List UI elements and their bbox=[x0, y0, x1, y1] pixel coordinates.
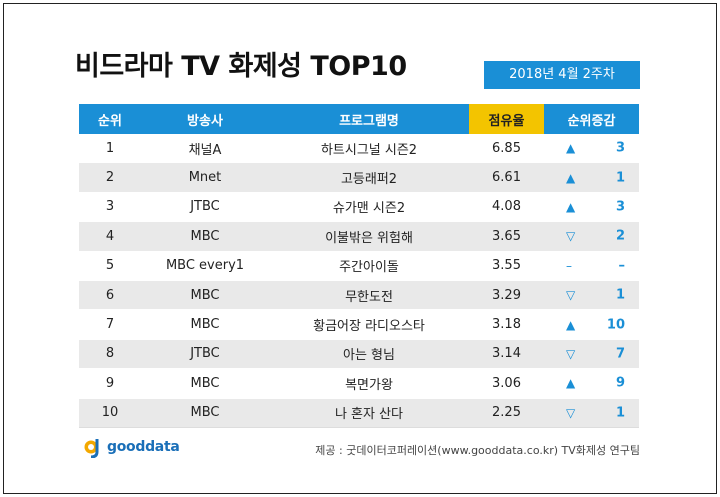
rank-cell: 6 bbox=[79, 280, 141, 311]
channel-cell: JTBC bbox=[141, 192, 269, 223]
channel-cell: MBC bbox=[141, 280, 269, 311]
table-row: 7 MBC 황금어장 라디오스타 3.18 ▲ 10 bbox=[79, 309, 639, 340]
dash-icon: – bbox=[566, 258, 572, 273]
header-program: 프로그램명 bbox=[269, 104, 469, 134]
channel-cell: JTBC bbox=[141, 339, 269, 370]
program-cell: 이불밖은 위험해 bbox=[269, 221, 469, 252]
table-row: 1 채널A 하트시그널 시즌2 6.85 ▲ 3 bbox=[79, 134, 639, 164]
up-triangle-icon: ▲ bbox=[566, 170, 576, 185]
change-value: 9 bbox=[615, 375, 625, 391]
header-rank: 순위 bbox=[79, 104, 141, 134]
program-cell: 하트시그널 시즌2 bbox=[269, 134, 469, 164]
channel-cell: 채널A bbox=[141, 134, 269, 164]
down-triangle-icon: ▽ bbox=[566, 346, 576, 361]
change-value: – bbox=[618, 258, 626, 274]
header-share: 점유율 bbox=[469, 104, 544, 134]
share-cell: 6.61 bbox=[469, 162, 544, 193]
share-cell: 3.55 bbox=[469, 251, 544, 281]
rank-cell: 3 bbox=[79, 192, 141, 223]
down-triangle-icon: ▽ bbox=[566, 229, 576, 244]
up-triangle-icon: ▲ bbox=[566, 376, 576, 391]
channel-cell: MBC bbox=[141, 309, 269, 340]
change-value: 2 bbox=[615, 228, 625, 244]
table-header-row: 순위 방송사 프로그램명 점유율 순위증감 bbox=[79, 104, 639, 134]
change-cell: ▽ 1 bbox=[544, 398, 639, 428]
source-credit: 제공 : 굿데이터코퍼레이션(www.gooddata.co.kr) TV화제성… bbox=[315, 444, 640, 457]
share-cell: 3.18 bbox=[469, 309, 544, 340]
header-change: 순위증감 bbox=[544, 104, 639, 134]
gooddata-logo-icon bbox=[82, 436, 104, 459]
table-row: 6 MBC 무한도전 3.29 ▽ 1 bbox=[79, 280, 639, 311]
table-row: 10 MBC 나 혼자 산다 2.25 ▽ 1 bbox=[79, 398, 639, 428]
ranking-table: 순위 방송사 프로그램명 점유율 순위증감 1 채널A 하트시그널 시즌2 6.85 ▲… bbox=[79, 104, 639, 428]
rank-cell: 7 bbox=[79, 309, 141, 340]
header-channel: 방송사 bbox=[141, 104, 269, 134]
up-triangle-icon: ▲ bbox=[566, 317, 576, 332]
change-value: 10 bbox=[606, 317, 625, 333]
share-cell: 3.65 bbox=[469, 221, 544, 252]
rank-cell: 1 bbox=[79, 134, 141, 164]
up-triangle-icon: ▲ bbox=[566, 141, 576, 156]
channel-cell: MBC bbox=[141, 398, 269, 428]
program-cell: 복면가왕 bbox=[269, 368, 469, 399]
program-cell: 무한도전 bbox=[269, 280, 469, 311]
program-cell: 황금어장 라디오스타 bbox=[269, 309, 469, 340]
up-triangle-icon: ▲ bbox=[566, 199, 576, 214]
share-cell: 3.14 bbox=[469, 339, 544, 370]
down-triangle-icon: ▽ bbox=[566, 405, 576, 420]
table-row: 8 JTBC 아는 형님 3.14 ▽ 7 bbox=[79, 339, 639, 370]
change-value: 7 bbox=[615, 346, 625, 362]
change-value: 1 bbox=[615, 287, 625, 303]
share-cell: 3.06 bbox=[469, 368, 544, 399]
down-triangle-icon: ▽ bbox=[566, 288, 576, 303]
table-row: 2 Mnet 고등래퍼2 6.61 ▲ 1 bbox=[79, 162, 639, 193]
rank-cell: 9 bbox=[79, 368, 141, 399]
change-value: 3 bbox=[615, 140, 625, 156]
table-row: 9 MBC 복면가왕 3.06 ▲ 9 bbox=[79, 368, 639, 399]
share-cell: 6.85 bbox=[469, 134, 544, 164]
change-value: 1 bbox=[615, 170, 625, 186]
table-row: 5 MBC every1 주간아이돌 3.55– – bbox=[79, 251, 639, 281]
share-cell: 4.08 bbox=[469, 192, 544, 223]
logo-text: gooddata bbox=[107, 439, 180, 455]
program-cell: 슈가맨 시즌2 bbox=[269, 192, 469, 223]
page-title: 비드라마 TV 화제성 TOP10 bbox=[75, 51, 407, 82]
program-cell: 고등래퍼2 bbox=[269, 162, 469, 193]
change-value: 3 bbox=[615, 199, 625, 215]
table-row: 4 MBC 이불밖은 위험해 3.65 ▽ 2 bbox=[79, 221, 639, 252]
channel-cell: MBC bbox=[141, 368, 269, 399]
week-badge: 2018년 4월 2주차 bbox=[484, 61, 640, 89]
change-cell: ▲ 9 bbox=[544, 368, 639, 399]
change-cell: ▲ 10 bbox=[544, 309, 639, 340]
share-cell: 3.29 bbox=[469, 280, 544, 311]
program-cell: 아는 형님 bbox=[269, 339, 469, 370]
change-cell: ▽ 7 bbox=[544, 339, 639, 370]
rank-cell: 2 bbox=[79, 162, 141, 193]
infographic-frame: 비드라마 TV 화제성 TOP10 2018년 4월 2주차 순위 방송사 프로… bbox=[3, 3, 717, 494]
gooddata-logo: gooddata bbox=[82, 436, 180, 459]
change-cell: ▲ 1 bbox=[544, 162, 639, 193]
share-cell: 2.25 bbox=[469, 398, 544, 428]
channel-cell: MBC every1 bbox=[141, 251, 269, 281]
channel-cell: MBC bbox=[141, 221, 269, 252]
program-cell: 나 혼자 산다 bbox=[269, 398, 469, 428]
change-cell: – – bbox=[544, 251, 639, 281]
change-cell: ▽ 1 bbox=[544, 280, 639, 311]
program-cell: 주간아이돌 bbox=[269, 251, 469, 281]
channel-cell: Mnet bbox=[141, 162, 269, 193]
rank-cell: 5 bbox=[79, 251, 141, 281]
rank-cell: 4 bbox=[79, 221, 141, 252]
rank-cell: 10 bbox=[79, 398, 141, 428]
rank-cell: 8 bbox=[79, 339, 141, 370]
change-cell: ▲ 3 bbox=[544, 192, 639, 223]
change-value: 1 bbox=[615, 405, 625, 421]
change-cell: ▽ 2 bbox=[544, 221, 639, 252]
change-cell: ▲ 3 bbox=[544, 134, 639, 164]
table-row: 3 JTBC 슈가맨 시즌2 4.08 ▲ 3 bbox=[79, 192, 639, 223]
